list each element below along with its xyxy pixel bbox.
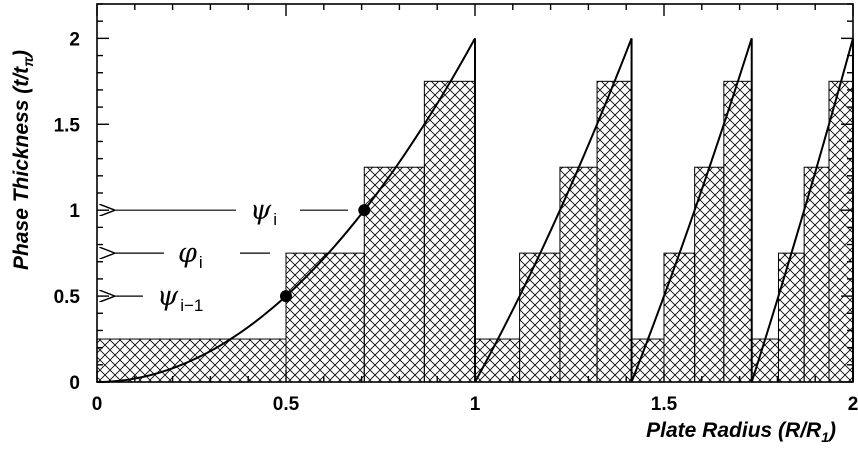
step-bar-1 (285, 252, 365, 383)
step-bar-11 (723, 80, 753, 383)
annotation-3: ψ i−1 (115, 281, 203, 315)
x-tick-label: 2 (848, 394, 858, 415)
annotation-3-label: ψ i−1 (157, 281, 203, 315)
step-bar-7 (596, 80, 633, 383)
annotations: ψ i φ i ψ i−1 (115, 195, 348, 315)
curve-zone-2 (474, 38, 633, 383)
tick-labels: 0 0.5 1 1.5 2 0 0.5 1 1.5 2 (54, 29, 858, 415)
step-bar-8 (631, 338, 665, 383)
y-tick-label: 0.5 (54, 287, 81, 308)
y-tick-label: 1 (69, 201, 80, 222)
curve-zone-3 (630, 38, 753, 383)
step-bar-4 (474, 338, 521, 383)
point-1 (280, 290, 292, 303)
step-bar-15 (828, 80, 854, 383)
step-bar-9 (663, 252, 696, 383)
x-tick-label: 1.5 (651, 394, 678, 415)
step-bar-13 (777, 252, 805, 383)
axis-ticks (96, 3, 854, 383)
x-tick-label: 1 (470, 394, 481, 415)
curve-zone-4 (750, 38, 854, 383)
hatched-steps (96, 80, 854, 383)
step-bar-2 (363, 166, 425, 383)
point-2 (358, 204, 371, 217)
step-bar-3 (423, 80, 476, 383)
step-bar-12 (751, 338, 779, 383)
x-tick-label: 0.5 (273, 394, 300, 415)
y-tick-label: 2 (69, 29, 80, 50)
x-tick-label: 0 (92, 394, 103, 415)
x-axis-title: Plate Radius (R/R1) (646, 419, 836, 445)
y-axis-title: Phase Thickness (t/tπ) (10, 50, 36, 270)
data-points (280, 204, 371, 303)
step-bar-5 (519, 252, 561, 383)
y-tick-label: 0 (69, 373, 80, 394)
y-tick-label: 1.5 (54, 115, 81, 136)
